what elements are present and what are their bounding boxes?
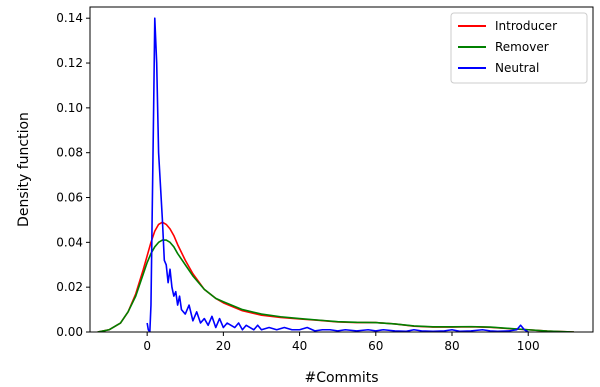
legend: Introducer Remover Neutral — [450, 12, 588, 84]
y-tick-label: 0.00 — [56, 325, 83, 339]
legend-label-introducer: Introducer — [495, 19, 557, 33]
y-tick-label: 0.02 — [56, 280, 83, 294]
legend-label-remover: Remover — [495, 40, 549, 54]
x-tick-label: 60 — [368, 339, 383, 353]
y-tick-label: 0.10 — [56, 101, 83, 115]
x-axis: 0 20 40 60 80 100 — [143, 332, 540, 353]
y-tick-label: 0.06 — [56, 191, 83, 205]
legend-box — [450, 12, 588, 84]
x-tick-label: 40 — [292, 339, 307, 353]
y-axis-label: Density function — [16, 112, 32, 227]
axes-frame — [89, 6, 594, 333]
series-line-remover — [97, 239, 574, 332]
series-line-neutral — [146, 17, 529, 332]
x-tick-label: 80 — [444, 339, 459, 353]
y-tick-label: 0.04 — [56, 235, 83, 249]
y-tick-label: 0.12 — [56, 56, 83, 70]
y-axis: 0.00 0.02 0.04 0.06 0.08 0.10 0.12 0.14 — [56, 11, 90, 339]
y-tick-label: 0.08 — [56, 146, 83, 160]
x-tick-label: 100 — [517, 339, 540, 353]
y-tick-label: 0.14 — [56, 11, 83, 25]
x-axis-label: #Commits — [304, 370, 378, 386]
x-tick-label: 20 — [216, 339, 231, 353]
plot-content — [97, 17, 574, 332]
legend-label-neutral: Neutral — [495, 61, 539, 75]
x-tick-label: 0 — [143, 339, 151, 353]
